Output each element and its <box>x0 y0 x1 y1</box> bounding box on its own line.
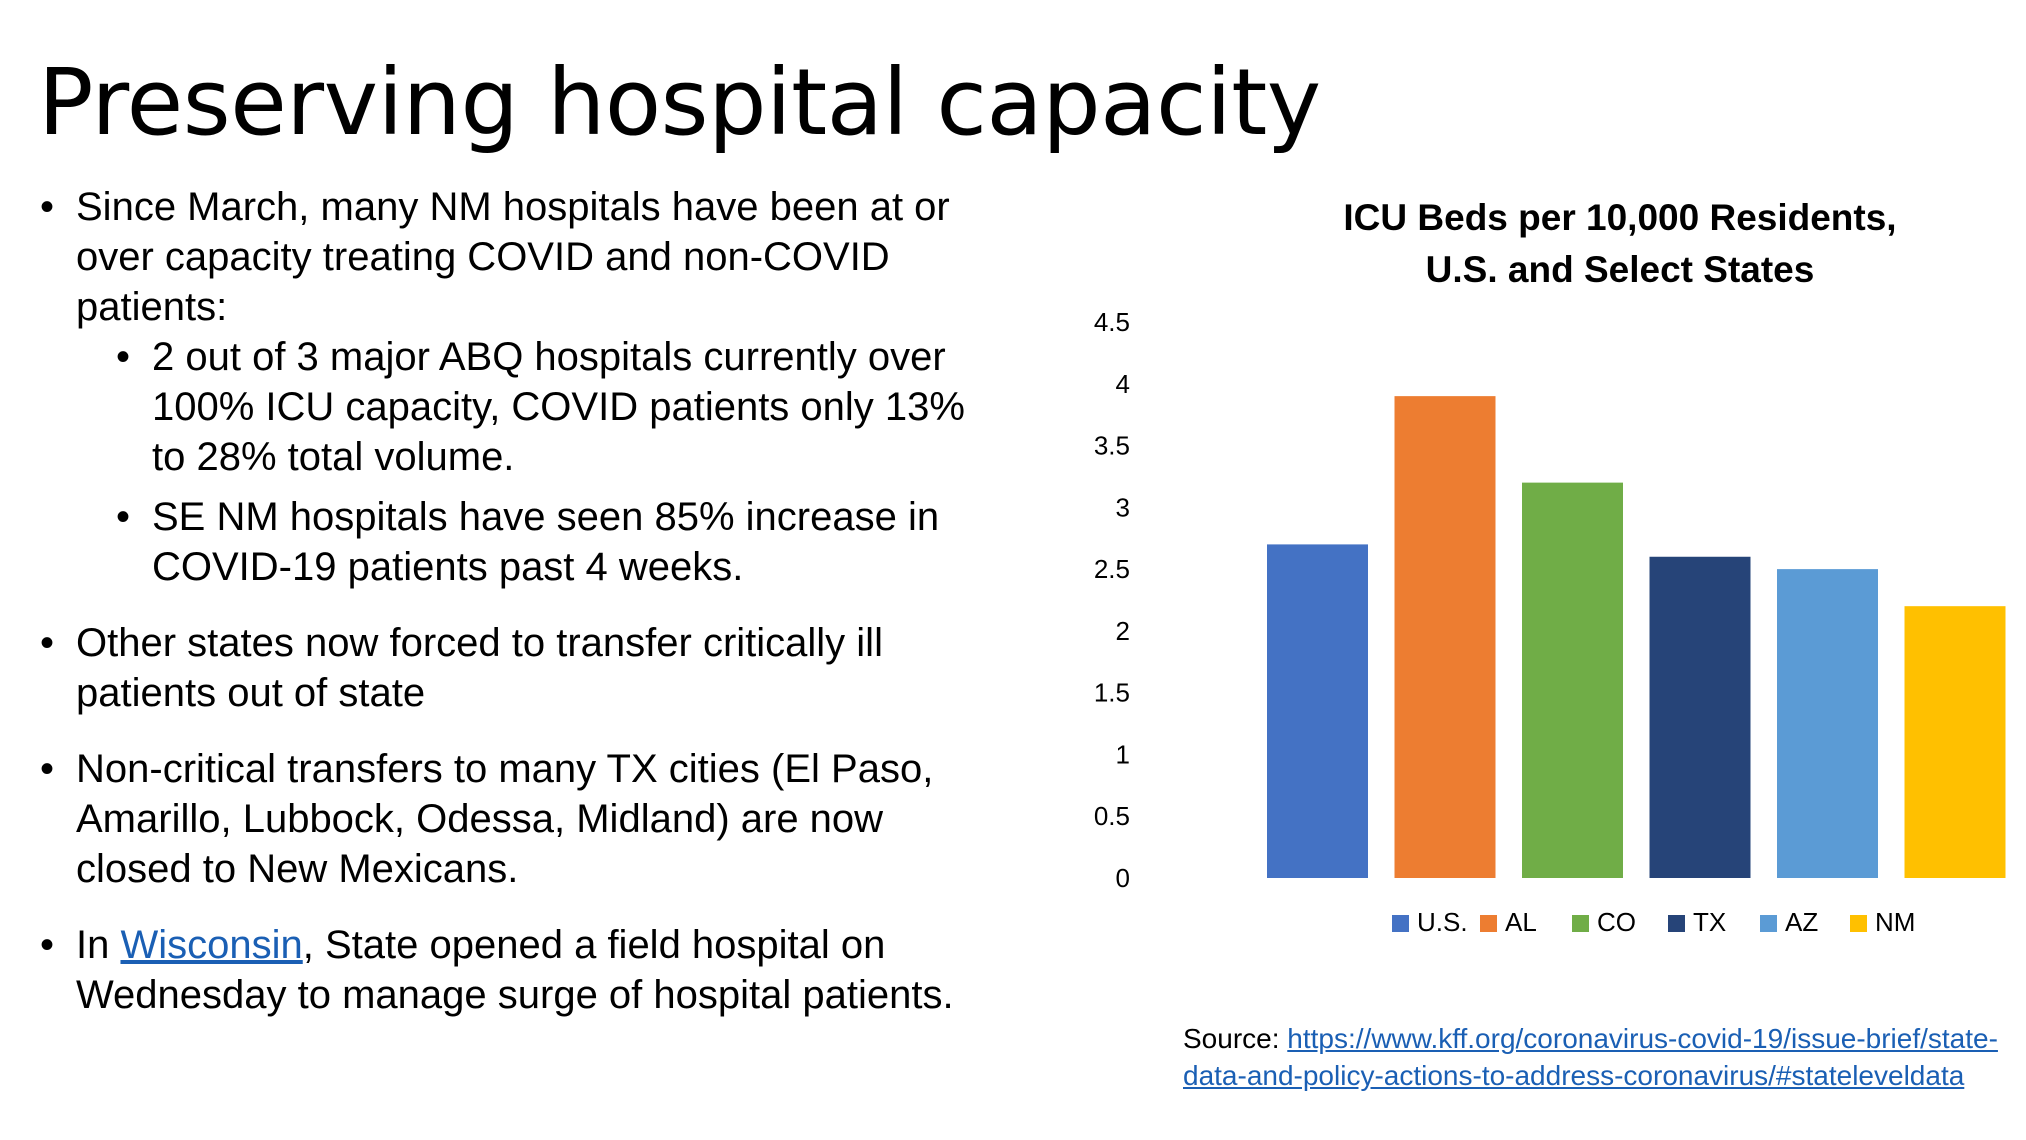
bar-al <box>1394 396 1496 878</box>
y-tick-label: 4 <box>1116 369 1130 399</box>
y-tick-label: 0 <box>1116 863 1130 893</box>
bar-us <box>1267 544 1368 878</box>
bullet-wisconsin-field-hospital: In Wisconsin, State opened a field hospi… <box>40 920 1000 1020</box>
wisconsin-suffix: , State opened a field hospital on Wedne… <box>76 923 954 1017</box>
legend-swatch <box>1572 915 1589 932</box>
y-tick-label: 3.5 <box>1094 431 1130 461</box>
y-tick-label: 1.5 <box>1094 678 1130 708</box>
y-tick-label: 3 <box>1116 492 1130 522</box>
source-citation: Source: https://www.kff.org/coronavirus-… <box>1183 1020 2023 1094</box>
legend-swatch <box>1392 915 1409 932</box>
bar-nm <box>1904 606 2006 878</box>
sub-bullet-abq-hospitals: 2 out of 3 major ABQ hospitals currently… <box>40 332 1000 482</box>
y-tick-label: 2.5 <box>1094 554 1130 584</box>
y-tick-label: 0.5 <box>1094 801 1130 831</box>
bar-az <box>1777 569 1878 878</box>
icu-beds-bar-chart: 0 0.5 1 1.5 2 2.5 3 3.5 4 4.5 U.S. AL CO TX AZ NM <box>1094 307 2006 937</box>
legend-swatch <box>1480 915 1497 932</box>
bar-tx <box>1649 556 1751 878</box>
legend-label: NM <box>1875 907 1915 937</box>
source-link[interactable]: https://www.kff.org/coronavirus-covid-19… <box>1183 1023 1998 1091</box>
chart-title-line1: ICU Beds per 10,000 Residents, <box>1343 197 1897 238</box>
legend-swatch <box>1760 915 1777 932</box>
slide-title: Preserving hospital capacity <box>38 49 1321 156</box>
sub-bullet-se-nm-hospitals: SE NM hospitals have seen 85% increase i… <box>40 492 1000 592</box>
legend-label: U.S. <box>1417 907 1468 937</box>
legend-swatch <box>1850 915 1867 932</box>
bullet-list: Since March, many NM hospitals have been… <box>40 182 1000 1020</box>
chart-title: ICU Beds per 10,000 Residents, U.S. and … <box>1280 192 1960 296</box>
y-tick-label: 4.5 <box>1094 307 1130 337</box>
legend-label: AL <box>1505 907 1537 937</box>
legend-label: CO <box>1597 907 1636 937</box>
y-tick-label: 1 <box>1116 739 1130 769</box>
bar-co <box>1522 482 1623 878</box>
legend-label: AZ <box>1785 907 1818 937</box>
y-tick-label: 2 <box>1116 616 1130 646</box>
source-label: Source: <box>1183 1023 1288 1054</box>
legend-label: TX <box>1693 907 1726 937</box>
legend-swatch <box>1668 915 1685 932</box>
bullet-hospital-capacity: Since March, many NM hospitals have been… <box>40 182 1000 332</box>
bullet-tx-transfers-closed: Non-critical transfers to many TX cities… <box>40 744 1000 894</box>
wisconsin-prefix: In <box>76 923 121 967</box>
chart-title-line2: U.S. and Select States <box>1425 249 1815 290</box>
bullet-other-states-transfer: Other states now forced to transfer crit… <box>40 618 1000 718</box>
wisconsin-link[interactable]: Wisconsin <box>120 923 303 967</box>
